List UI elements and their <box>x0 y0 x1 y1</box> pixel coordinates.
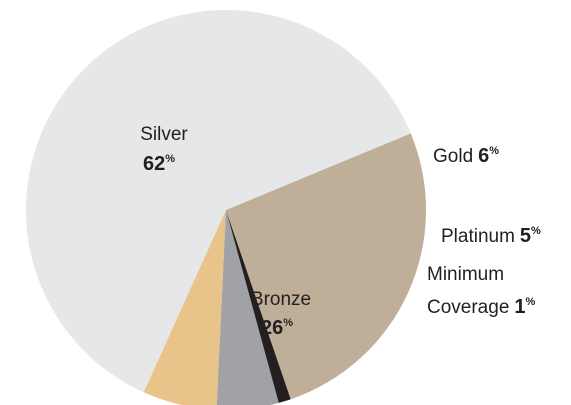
slice-label-minimum-line2: Coverage <box>427 297 509 318</box>
slice-label-minimum-line1: Minimum <box>427 264 504 285</box>
pie-slice-bronze <box>226 133 427 400</box>
svg-text:Minimum: Minimum <box>427 264 504 285</box>
pie-slice-minimum-coverage <box>226 210 291 403</box>
slice-value-silver: 62 <box>143 153 165 175</box>
svg-text:Bronze: Bronze <box>251 289 311 310</box>
slice-unit-minimum: % <box>526 296 536 308</box>
slice-value-platinum: 5 <box>520 225 531 247</box>
slice-value-bronze: 26 <box>261 317 283 339</box>
pie-slices <box>26 10 427 405</box>
slice-unit-platinum: % <box>531 225 541 237</box>
svg-text:Silver: Silver <box>140 124 188 145</box>
slice-value-minimum: 1 <box>514 296 525 318</box>
slice-unit-bronze: % <box>283 317 293 329</box>
slice-label-platinum: Platinum <box>441 226 515 247</box>
svg-text:62%: 62% <box>143 153 175 175</box>
slice-unit-gold: % <box>489 145 499 157</box>
slice-label-silver: Silver <box>140 124 188 145</box>
svg-text:26%: 26% <box>261 317 293 339</box>
slice-unit-silver: % <box>165 153 175 165</box>
slice-value-gold: 6 <box>478 145 489 167</box>
slice-label-gold: Gold <box>433 146 473 167</box>
pie-slice-platinum <box>216 210 279 405</box>
pie-slice-silver <box>26 10 411 393</box>
pie-slice-gold <box>143 210 226 405</box>
slice-label-bronze: Bronze <box>251 289 311 310</box>
